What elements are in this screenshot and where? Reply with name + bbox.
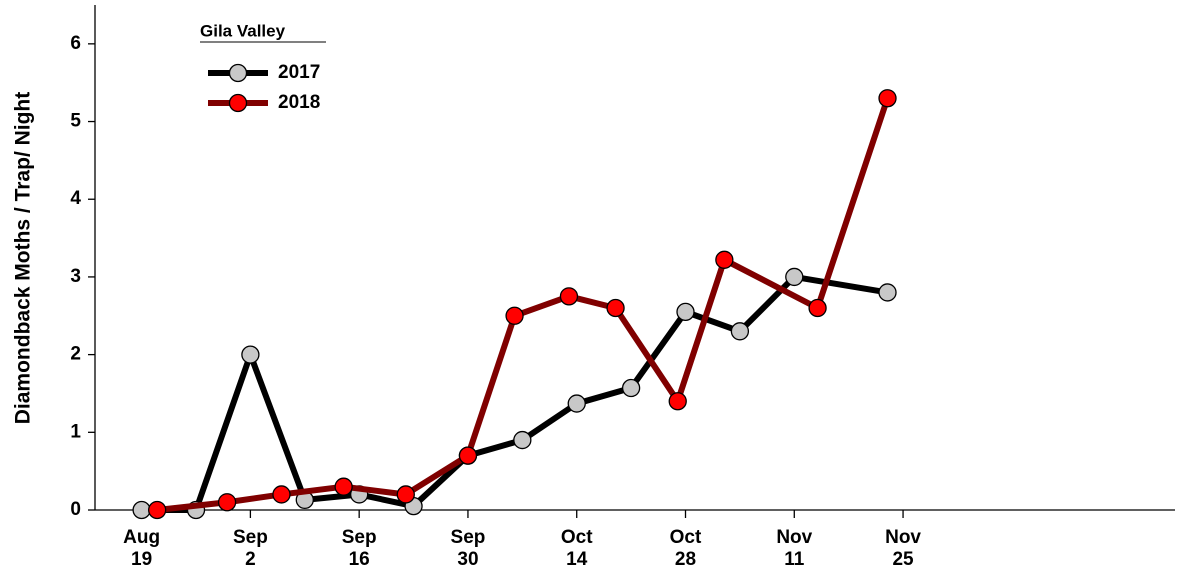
data-point: [559, 287, 579, 306]
data-point: [676, 302, 695, 322]
data-point: [878, 283, 897, 302]
y-tick-label: 2: [70, 344, 81, 365]
y-tick-label: 6: [70, 33, 81, 54]
x-tick-label: Sep 2: [233, 527, 268, 570]
x-tick-label: Nov 25: [885, 527, 921, 570]
x-tick-label: Aug 19: [123, 527, 160, 570]
data-point: [715, 250, 734, 269]
x-tick-label: Oct 14: [561, 527, 593, 570]
data-point: [272, 485, 291, 504]
x-tick-label: Sep 30: [451, 527, 486, 570]
y-tick-label: 0: [70, 499, 81, 520]
series-line: [141, 273, 889, 513]
data-point: [567, 394, 586, 413]
y-tick-label: 3: [70, 266, 81, 287]
y-tick-label: 5: [70, 111, 81, 132]
data-point: [621, 378, 641, 398]
data-point: [878, 89, 897, 108]
data-point: [241, 345, 260, 364]
y-axis-label: Diamondback Moths / Trap/ Night: [12, 92, 35, 425]
data-point: [217, 493, 237, 512]
data-point: [396, 485, 415, 504]
x-tick-label: Sep 16: [342, 527, 377, 570]
legend-label: 2018: [278, 92, 320, 113]
y-tick-label: 4: [70, 188, 81, 209]
data-point: [458, 446, 478, 465]
x-tick-label: Nov 11: [776, 527, 812, 570]
data-point: [808, 298, 827, 318]
legend-label: 2017: [278, 62, 320, 83]
data-point: [668, 392, 687, 411]
y-tick-label: 1: [70, 421, 81, 442]
data-point: [730, 322, 750, 341]
legend-title: Gila Valley: [200, 21, 286, 40]
data-point: [606, 298, 625, 318]
legend-marker: [228, 93, 248, 113]
data-point: [132, 500, 151, 520]
data-point: [513, 430, 532, 450]
data-point: [785, 267, 804, 287]
x-tick-label: Oct 28: [670, 527, 702, 570]
data-point: [148, 500, 167, 520]
data-point: [334, 477, 353, 496]
data-point: [505, 306, 524, 325]
legend-marker: [228, 63, 248, 83]
